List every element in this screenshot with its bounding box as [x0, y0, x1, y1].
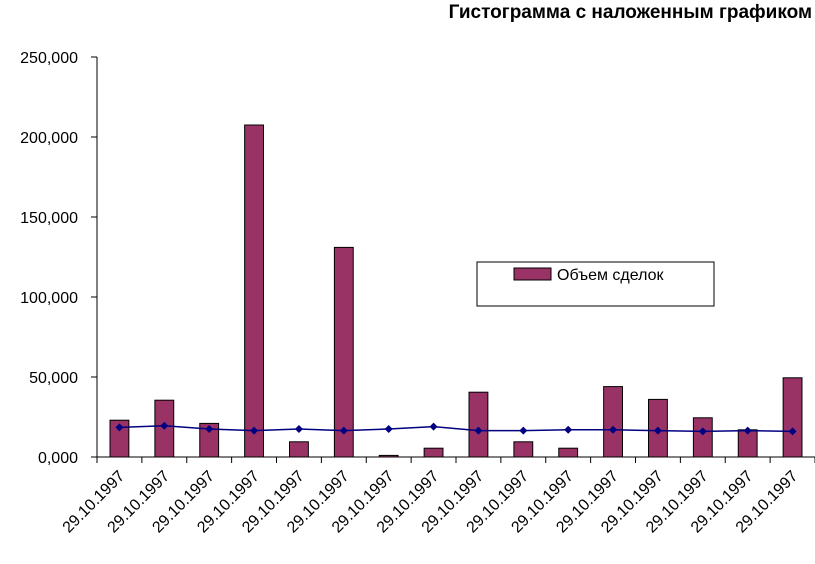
bar	[423, 447, 444, 458]
bar	[244, 124, 264, 458]
marker	[294, 425, 303, 433]
bar	[468, 391, 489, 458]
chart-title: Гистограмма с наложенным графиком	[449, 2, 812, 23]
marker	[250, 426, 259, 435]
marker	[339, 426, 348, 435]
marker	[429, 422, 438, 431]
marker	[160, 421, 169, 430]
marker	[384, 425, 393, 433]
bar	[782, 377, 803, 458]
legend-label: Объем сделок	[557, 267, 665, 284]
marker	[115, 423, 124, 432]
bar	[558, 447, 579, 458]
y-tick-label: 250,000	[20, 50, 78, 67]
bar	[333, 246, 354, 458]
marker	[698, 427, 707, 436]
marker	[788, 427, 797, 436]
marker	[743, 426, 752, 435]
bar	[513, 441, 534, 458]
marker	[205, 425, 214, 433]
bar	[692, 417, 713, 458]
marker	[564, 425, 573, 434]
legend-swatch	[513, 267, 552, 281]
marker	[474, 426, 483, 435]
y-tick-label: 0,000	[38, 450, 78, 467]
marker	[519, 426, 528, 435]
marker	[653, 426, 662, 435]
bar	[603, 386, 623, 458]
y-tick-label: 150,000	[20, 210, 78, 227]
y-tick-label: 100,000	[20, 290, 78, 307]
y-tick-label: 50,000	[29, 370, 78, 387]
line	[119, 425, 793, 433]
marker	[609, 425, 618, 434]
y-tick-label: 200,000	[20, 130, 78, 147]
bar	[289, 441, 309, 458]
